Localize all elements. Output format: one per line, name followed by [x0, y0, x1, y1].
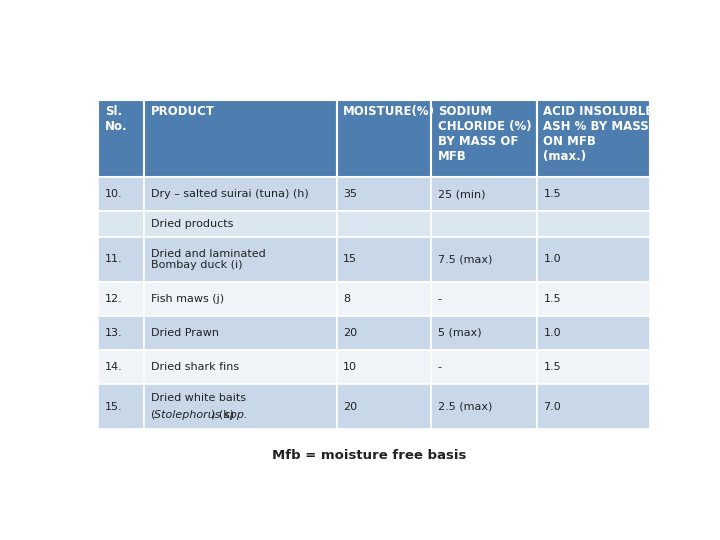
Bar — [99, 282, 145, 316]
Text: -: - — [438, 294, 442, 304]
Bar — [145, 350, 336, 384]
Bar — [431, 237, 537, 282]
Text: 1.0: 1.0 — [544, 328, 561, 338]
Bar — [431, 282, 537, 316]
Text: Dried Prawn: Dried Prawn — [151, 328, 219, 338]
Text: Dry – salted suirai (tuna) (h): Dry – salted suirai (tuna) (h) — [151, 189, 309, 199]
Bar — [99, 177, 145, 211]
Text: 15.: 15. — [105, 402, 122, 411]
Bar — [537, 282, 650, 316]
Bar — [99, 211, 145, 237]
Bar — [336, 282, 431, 316]
Bar — [431, 100, 537, 177]
Bar — [145, 100, 336, 177]
Text: Sl.
No.: Sl. No. — [105, 105, 127, 133]
Bar — [336, 350, 431, 384]
Text: Stolephorus spp.: Stolephorus spp. — [154, 410, 248, 420]
Text: Mfb = moisture free basis: Mfb = moisture free basis — [272, 449, 466, 462]
Text: Fish maws (j): Fish maws (j) — [151, 294, 224, 304]
Bar — [145, 384, 336, 429]
Text: 25 (min): 25 (min) — [438, 189, 485, 199]
Text: 35: 35 — [343, 189, 357, 199]
Text: 11.: 11. — [105, 254, 122, 265]
Bar — [431, 350, 537, 384]
Bar — [145, 316, 336, 350]
Text: Dried products: Dried products — [151, 219, 233, 229]
Bar — [431, 384, 537, 429]
Bar — [537, 177, 650, 211]
Text: ACID INSOLUBLE
ASH % BY MASS
ON MFB
(max.): ACID INSOLUBLE ASH % BY MASS ON MFB (max… — [544, 105, 654, 163]
Text: 7.5 (max): 7.5 (max) — [438, 254, 492, 265]
Text: Dried and laminated
Bombay duck (i): Dried and laminated Bombay duck (i) — [151, 248, 266, 270]
Text: PRODUCT: PRODUCT — [151, 105, 215, 118]
Text: 10: 10 — [343, 362, 357, 372]
Bar — [431, 177, 537, 211]
Text: 8: 8 — [343, 294, 351, 304]
Text: 1.5: 1.5 — [544, 294, 561, 304]
Text: 5 (max): 5 (max) — [438, 328, 482, 338]
Text: 15: 15 — [343, 254, 357, 265]
Bar — [99, 316, 145, 350]
Bar — [145, 237, 336, 282]
Text: Dried shark fins: Dried shark fins — [151, 362, 239, 372]
Bar — [99, 350, 145, 384]
Text: Dried white baits: Dried white baits — [151, 393, 246, 403]
Text: 14.: 14. — [105, 362, 123, 372]
Text: 7.0: 7.0 — [544, 402, 561, 411]
Bar — [145, 177, 336, 211]
Text: 12.: 12. — [105, 294, 123, 304]
Text: SODIUM
CHLORIDE (%)
BY MASS OF
MFB: SODIUM CHLORIDE (%) BY MASS OF MFB — [438, 105, 531, 163]
Text: 10.: 10. — [105, 189, 122, 199]
Text: 2.5 (max): 2.5 (max) — [438, 402, 492, 411]
Bar — [431, 316, 537, 350]
Bar — [537, 100, 650, 177]
Bar — [336, 237, 431, 282]
Bar — [99, 100, 145, 177]
Bar — [336, 384, 431, 429]
Text: 20: 20 — [343, 328, 357, 338]
Bar — [537, 211, 650, 237]
Text: 20: 20 — [343, 402, 357, 411]
Bar — [537, 350, 650, 384]
Bar — [336, 100, 431, 177]
Bar — [336, 316, 431, 350]
Text: (: ( — [151, 410, 156, 420]
Text: 13.: 13. — [105, 328, 122, 338]
Text: ) (k): ) (k) — [212, 410, 235, 420]
Bar — [99, 384, 145, 429]
Text: -: - — [438, 362, 442, 372]
Bar — [537, 384, 650, 429]
Bar — [145, 282, 336, 316]
Bar — [99, 237, 145, 282]
Bar — [431, 211, 537, 237]
Bar — [537, 316, 650, 350]
Text: 1.5: 1.5 — [544, 189, 561, 199]
Bar — [145, 211, 336, 237]
Text: MOISTURE(%): MOISTURE(%) — [343, 105, 435, 118]
Text: 1.0: 1.0 — [544, 254, 561, 265]
Text: 1.5: 1.5 — [544, 362, 561, 372]
Bar — [537, 237, 650, 282]
Bar — [336, 211, 431, 237]
Bar — [336, 177, 431, 211]
